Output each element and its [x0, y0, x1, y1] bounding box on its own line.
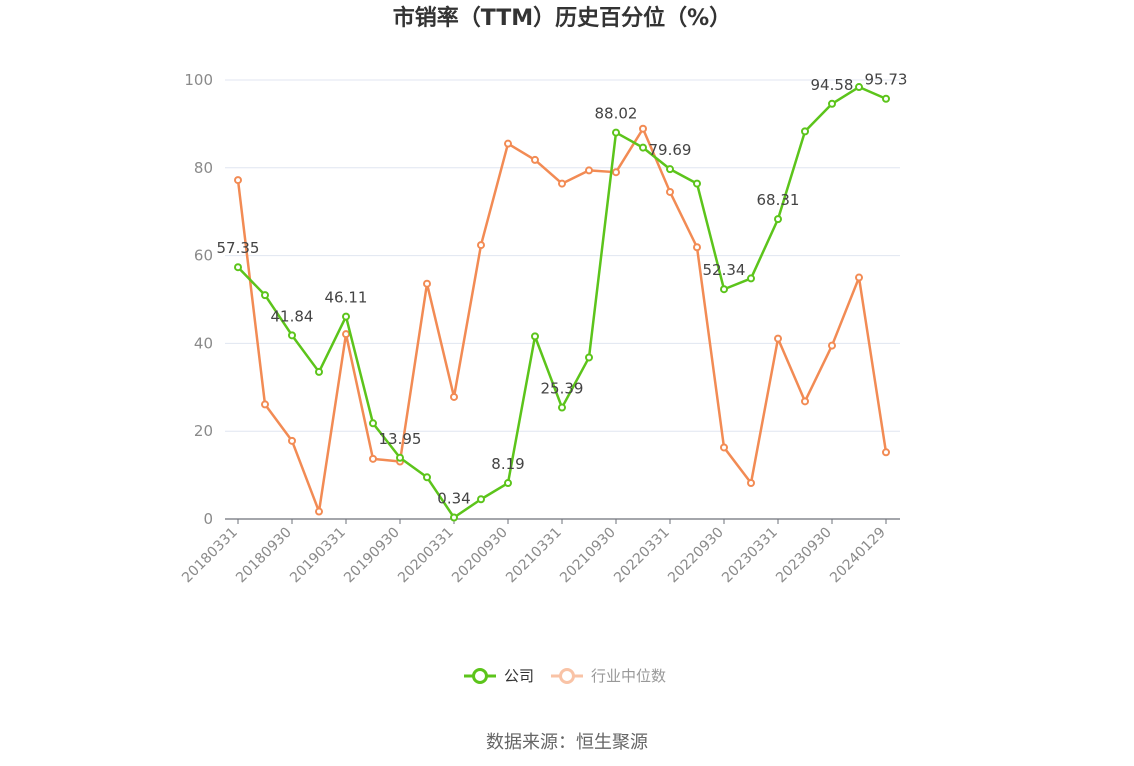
data-point[interactable]	[477, 495, 485, 504]
legend-industry-marker-icon	[559, 668, 575, 684]
data-point[interactable]	[369, 454, 377, 463]
y-tick-label: 100	[184, 71, 213, 89]
data-point[interactable]	[288, 331, 296, 340]
data-point[interactable]	[612, 168, 620, 177]
data-point[interactable]	[666, 165, 674, 174]
data-label: 57.35	[217, 239, 260, 257]
data-point[interactable]	[855, 273, 863, 282]
data-point[interactable]	[315, 507, 323, 516]
data-point[interactable]	[558, 403, 566, 412]
x-tick-label: 20190331	[287, 525, 349, 587]
y-tick-label: 20	[194, 422, 213, 440]
grid-lines	[225, 79, 900, 432]
data-point[interactable]	[693, 243, 701, 252]
data-point[interactable]	[882, 448, 890, 457]
data-point[interactable]	[423, 279, 431, 288]
legend: 公司 行业中位数	[464, 667, 666, 685]
data-point[interactable]	[801, 127, 809, 136]
data-point[interactable]	[288, 436, 296, 445]
data-point[interactable]	[450, 513, 458, 522]
data-label: 8.19	[491, 455, 524, 473]
data-point[interactable]	[747, 274, 755, 283]
x-tick-label: 20230331	[719, 525, 781, 587]
y-tick-label: 40	[194, 334, 213, 352]
data-label: 95.73	[865, 71, 908, 89]
x-tick-label: 20180930	[233, 525, 295, 587]
data-point[interactable]	[639, 124, 647, 133]
data-point[interactable]	[504, 479, 512, 488]
data-point[interactable]	[450, 392, 458, 401]
data-point[interactable]	[585, 353, 593, 362]
data-label: 79.69	[649, 141, 692, 159]
data-label: 68.31	[757, 191, 800, 209]
data-point[interactable]	[693, 179, 701, 188]
y-tick-label: 80	[194, 159, 213, 177]
data-point[interactable]	[396, 453, 404, 462]
y-tick-label: 60	[194, 247, 213, 265]
data-label: 46.11	[325, 289, 368, 307]
data-point[interactable]	[801, 397, 809, 406]
x-tick-label: 20230930	[773, 525, 835, 587]
series-industry-median	[234, 124, 890, 516]
data-label: 52.34	[703, 261, 746, 279]
data-point[interactable]	[423, 473, 431, 482]
x-tick-label: 20190930	[341, 525, 403, 587]
data-source-note: 数据来源：恒生聚源	[486, 732, 648, 753]
data-label: 94.58	[811, 76, 854, 94]
data-label: 41.84	[271, 307, 314, 325]
legend-item-company[interactable]: 公司	[464, 667, 534, 685]
x-tick-label: 20240129	[827, 525, 889, 587]
data-point[interactable]	[828, 99, 836, 108]
data-label: 13.95	[379, 430, 422, 448]
data-point[interactable]	[666, 187, 674, 196]
legend-industry-label: 行业中位数	[591, 667, 666, 685]
data-point[interactable]	[234, 176, 242, 185]
x-tick-label: 20210930	[557, 525, 619, 587]
x-tick-label: 20210331	[503, 525, 565, 587]
legend-company-label: 公司	[504, 667, 534, 685]
x-tick-label: 20200331	[395, 525, 457, 587]
series-company	[234, 83, 890, 522]
data-point[interactable]	[531, 155, 539, 164]
data-point[interactable]	[855, 83, 863, 92]
data-point[interactable]	[720, 443, 728, 452]
data-label: 0.34	[437, 490, 470, 508]
x-tick-label: 20200930	[449, 525, 511, 587]
data-label: 25.39	[541, 380, 584, 398]
data-point[interactable]	[504, 139, 512, 148]
data-point[interactable]	[342, 330, 350, 339]
data-labels: 57.35 41.84 46.11 13.95 0.34 8.19 25.39 88.02 79…	[217, 71, 908, 508]
x-tick-label: 20180331	[179, 525, 241, 587]
data-label: 88.02	[595, 105, 638, 123]
x-tick-label: 20220331	[611, 525, 673, 587]
y-axis: 0 20 40 60 80 100	[184, 71, 213, 528]
x-tick-label: 20220930	[665, 525, 727, 587]
x-axis: 2018033120180930201903312019093020200331…	[179, 518, 900, 587]
data-point[interactable]	[774, 215, 782, 224]
legend-item-industry-median[interactable]: 行业中位数	[551, 667, 666, 685]
data-point[interactable]	[261, 291, 269, 300]
data-point[interactable]	[315, 367, 323, 376]
data-point[interactable]	[882, 94, 890, 103]
y-tick-label: 0	[203, 510, 213, 528]
data-point[interactable]	[720, 285, 728, 294]
data-point[interactable]	[234, 263, 242, 272]
legend-company-marker-icon	[472, 668, 488, 684]
data-point[interactable]	[639, 143, 647, 152]
data-point[interactable]	[585, 166, 593, 175]
data-point[interactable]	[774, 334, 782, 343]
data-point[interactable]	[342, 312, 350, 321]
chart-title: 市销率（TTM）历史百分位（%）	[393, 5, 731, 31]
data-point[interactable]	[828, 341, 836, 350]
data-point[interactable]	[477, 241, 485, 250]
series-layer	[234, 83, 890, 522]
data-point[interactable]	[558, 179, 566, 188]
data-point[interactable]	[369, 419, 377, 428]
data-point[interactable]	[261, 400, 269, 409]
data-point[interactable]	[747, 479, 755, 488]
data-point[interactable]	[531, 332, 539, 341]
data-point[interactable]	[612, 128, 620, 137]
